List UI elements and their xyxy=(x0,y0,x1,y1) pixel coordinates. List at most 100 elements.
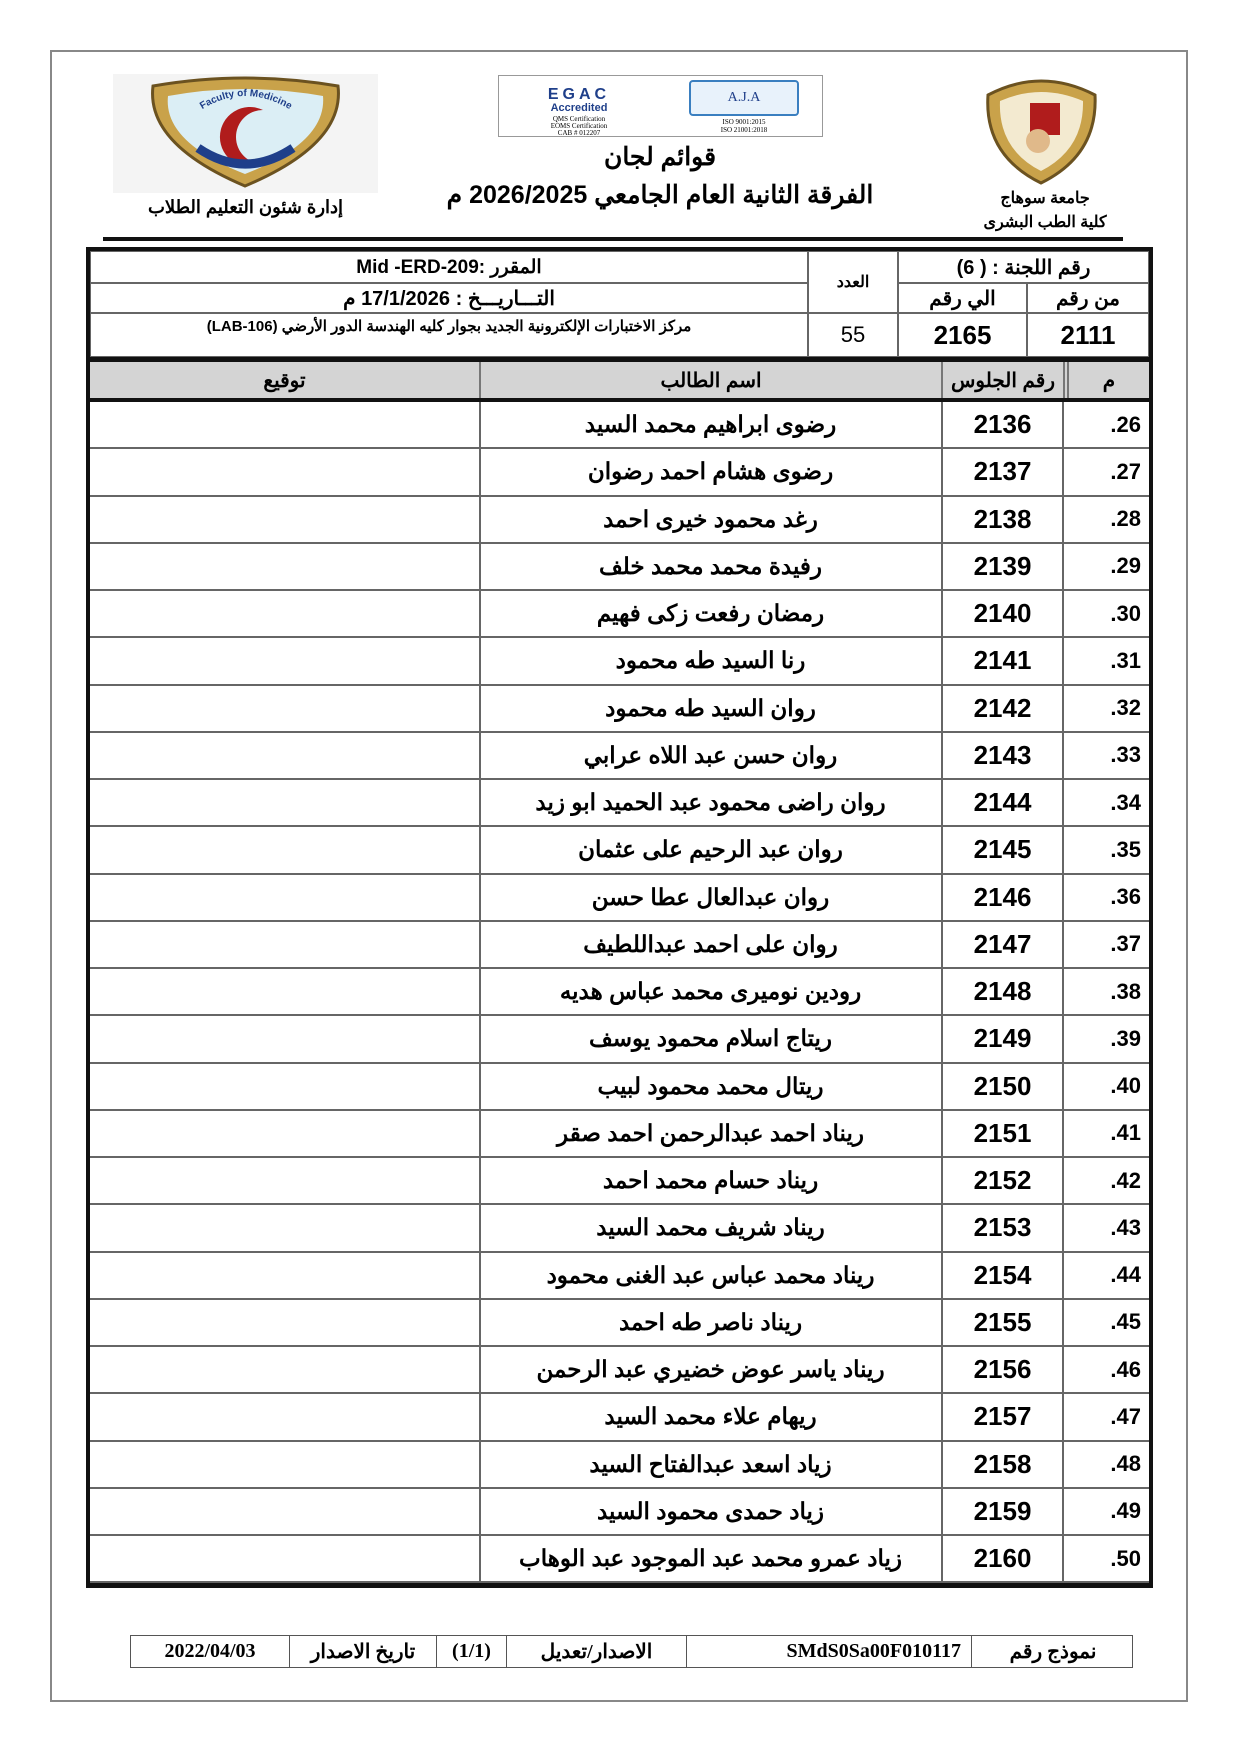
student-name: زياد عمرو محمد عبد الموجود عبد الوهاب xyxy=(479,1536,940,1582)
table-row: .43 2153 ريناد شريف محمد السيد xyxy=(90,1205,1149,1253)
seat-number: 2146 xyxy=(941,874,1064,920)
signature-cell[interactable] xyxy=(93,544,479,589)
seat-number: 2150 xyxy=(941,1063,1064,1109)
form-footer: نموذج رقم SMdS0Sa00F010117 الاصدار/تعديل… xyxy=(130,1635,1133,1668)
committee-number: رقم اللجنة : ( 6) xyxy=(898,251,1149,283)
from-value: 2111 xyxy=(1027,313,1149,357)
row-index: .41 xyxy=(1110,1120,1141,1146)
signature-cell[interactable] xyxy=(93,1442,479,1487)
row-index: .48 xyxy=(1110,1451,1141,1477)
issue-date-label: تاريخ الاصدار xyxy=(289,1636,436,1667)
student-affairs-caption: إدارة شئون التعليم الطلاب xyxy=(147,196,344,217)
table-row: .32 2142 روان السيد طه محمود xyxy=(90,685,1149,733)
seat-number: 2157 xyxy=(941,1394,1064,1440)
student-name: روان السيد طه محمود xyxy=(479,685,940,731)
table-row: .42 2152 ريناد حسام محمد احمد xyxy=(90,1158,1149,1206)
page-border xyxy=(50,50,1188,1702)
table-row: .39 2149 ريتاج اسلام محمود يوسف xyxy=(90,1016,1149,1064)
student-name: رضوى هشام احمد رضوان xyxy=(479,449,940,495)
student-name: ريتال محمد محمود لبيب xyxy=(479,1063,940,1109)
signature-cell[interactable] xyxy=(93,1536,479,1581)
student-name: رنا السيد طه محمود xyxy=(479,638,940,684)
signature-cell[interactable] xyxy=(93,1347,479,1392)
header-signature: توقيع xyxy=(263,369,306,392)
seat-number: 2160 xyxy=(941,1536,1064,1582)
signature-cell[interactable] xyxy=(93,1016,479,1061)
table-row: .47 2157 ريهام علاء محمد السيد xyxy=(90,1394,1149,1442)
signature-cell[interactable] xyxy=(93,638,479,683)
signature-cell[interactable] xyxy=(93,449,479,494)
row-index: .31 xyxy=(1110,647,1141,673)
table-row: .38 2148 رودين نوميرى محمد عباس هديه xyxy=(90,969,1149,1017)
signature-cell[interactable] xyxy=(93,969,479,1014)
signature-cell[interactable] xyxy=(93,1111,479,1156)
table-row: .34 2144 روان راضى محمود عبد الحميد ابو زي… xyxy=(90,780,1149,828)
form-code: SMdS0Sa00F010117 xyxy=(686,1636,971,1667)
seat-number: 2154 xyxy=(941,1252,1064,1298)
student-name: ريناد حسام محمد احمد xyxy=(479,1158,940,1204)
page-title: قوائم لجان xyxy=(603,143,717,171)
signature-cell[interactable] xyxy=(93,497,479,542)
student-name: ريتاج اسلام محمود يوسف xyxy=(479,1016,940,1062)
student-name: ريناد احمد عبدالرحمن احمد صقر xyxy=(479,1110,940,1156)
row-index: .43 xyxy=(1110,1214,1141,1240)
row-index: .46 xyxy=(1110,1356,1141,1382)
row-index: .42 xyxy=(1110,1167,1141,1193)
iso-9001-text: ISO 9001:2015 xyxy=(722,118,766,126)
table-row: .29 2139 رفيدة محمد محمد خلف xyxy=(90,543,1149,591)
signature-cell[interactable] xyxy=(93,733,479,778)
signature-cell[interactable] xyxy=(93,591,479,636)
seat-number: 2151 xyxy=(941,1110,1064,1156)
table-row: .50 2160 زياد عمرو محمد عبد الموجود عبد ال… xyxy=(90,1536,1149,1584)
student-name: رفيدة محمد محمد خلف xyxy=(479,543,940,589)
table-row: .31 2141 رنا السيد طه محمود xyxy=(90,638,1149,686)
signature-cell[interactable] xyxy=(93,922,479,967)
revision-value: (1/1) xyxy=(436,1636,506,1667)
to-label: الي رقم xyxy=(898,283,1027,313)
table-row: .46 2156 ريناد ياسر عوض خضيري عبد الرحمن xyxy=(90,1347,1149,1395)
to-value: 2165 xyxy=(898,313,1027,357)
page-subtitle: الفرقة الثانية العام الجامعي 2026/2025 م xyxy=(446,181,874,209)
signature-cell[interactable] xyxy=(93,827,479,872)
signature-cell[interactable] xyxy=(93,1253,479,1298)
row-index: .49 xyxy=(1110,1498,1141,1524)
seat-number: 2136 xyxy=(941,402,1064,448)
signature-cell[interactable] xyxy=(93,1300,479,1345)
header-seat-number: رقم الجلوس xyxy=(941,362,1065,398)
seat-number: 2143 xyxy=(941,732,1064,778)
row-index: .35 xyxy=(1110,836,1141,862)
table-row: .27 2137 رضوى هشام احمد رضوان xyxy=(90,449,1149,497)
accreditation-logos: EGAC Accredited QMS Certification EOMS C… xyxy=(498,75,823,137)
seat-number: 2155 xyxy=(941,1299,1064,1345)
student-name: زياد حمدى محمود السيد xyxy=(479,1488,940,1534)
signature-cell[interactable] xyxy=(93,1158,479,1203)
seat-number: 2153 xyxy=(941,1205,1064,1251)
row-index: .50 xyxy=(1110,1545,1141,1571)
student-name: ريناد ياسر عوض خضيري عبد الرحمن xyxy=(479,1347,940,1393)
student-name: روان على احمد عبداللطيف xyxy=(479,921,940,967)
signature-cell[interactable] xyxy=(93,1489,479,1534)
seat-number: 2137 xyxy=(941,449,1064,495)
seat-number: 2159 xyxy=(941,1488,1064,1534)
signature-cell[interactable] xyxy=(93,1064,479,1109)
signature-cell[interactable] xyxy=(93,1394,479,1439)
signature-cell[interactable] xyxy=(93,402,479,447)
eoms-text: EOMS Certification xyxy=(550,122,608,130)
signature-cell[interactable] xyxy=(93,875,479,920)
table-row: .35 2145 روان عبد الرحيم على عثمان xyxy=(90,827,1149,875)
student-name: روان راضى محمود عبد الحميد ابو زيد xyxy=(479,780,940,826)
signature-cell[interactable] xyxy=(93,686,479,731)
seat-number: 2148 xyxy=(941,969,1064,1015)
seat-number: 2145 xyxy=(941,827,1064,873)
student-name: زياد اسعد عبدالفتاح السيد xyxy=(479,1441,940,1487)
iso-21001-text: ISO 21001:2018 xyxy=(720,126,768,134)
signature-cell[interactable] xyxy=(93,780,479,825)
row-index: .26 xyxy=(1110,411,1141,437)
table-row: .26 2136 رضوى ابراهيم محمد السيد xyxy=(90,402,1149,450)
table-row: .48 2158 زياد اسعد عبدالفتاح السيد xyxy=(90,1441,1149,1489)
signature-cell[interactable] xyxy=(93,1205,479,1250)
table-row: .33 2143 روان حسن عبد اللاه عرابي xyxy=(90,732,1149,780)
table-row: .40 2150 ريتال محمد محمود لبيب xyxy=(90,1063,1149,1111)
header-student-name: اسم الطالب xyxy=(479,362,941,398)
student-name: روان حسن عبد اللاه عرابي xyxy=(479,732,940,778)
